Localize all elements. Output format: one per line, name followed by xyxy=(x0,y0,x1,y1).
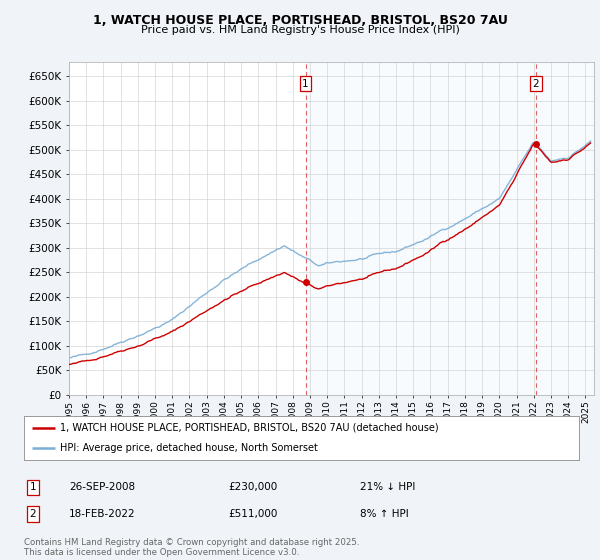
Text: 1: 1 xyxy=(29,482,37,492)
Text: 2: 2 xyxy=(29,509,37,519)
Text: 8% ↑ HPI: 8% ↑ HPI xyxy=(360,509,409,519)
Text: 1, WATCH HOUSE PLACE, PORTISHEAD, BRISTOL, BS20 7AU (detached house): 1, WATCH HOUSE PLACE, PORTISHEAD, BRISTO… xyxy=(60,423,439,433)
Text: 26-SEP-2008: 26-SEP-2008 xyxy=(69,482,135,492)
Text: 2: 2 xyxy=(533,78,539,88)
Text: HPI: Average price, detached house, North Somerset: HPI: Average price, detached house, Nort… xyxy=(60,443,318,453)
Text: £511,000: £511,000 xyxy=(228,509,277,519)
Text: Price paid vs. HM Land Registry's House Price Index (HPI): Price paid vs. HM Land Registry's House … xyxy=(140,25,460,35)
Bar xyxy=(305,62,594,395)
Text: Contains HM Land Registry data © Crown copyright and database right 2025.
This d: Contains HM Land Registry data © Crown c… xyxy=(24,538,359,557)
Text: £230,000: £230,000 xyxy=(228,482,277,492)
Text: 1, WATCH HOUSE PLACE, PORTISHEAD, BRISTOL, BS20 7AU: 1, WATCH HOUSE PLACE, PORTISHEAD, BRISTO… xyxy=(92,14,508,27)
Text: 21% ↓ HPI: 21% ↓ HPI xyxy=(360,482,415,492)
Text: 1: 1 xyxy=(302,78,309,88)
Text: 18-FEB-2022: 18-FEB-2022 xyxy=(69,509,136,519)
